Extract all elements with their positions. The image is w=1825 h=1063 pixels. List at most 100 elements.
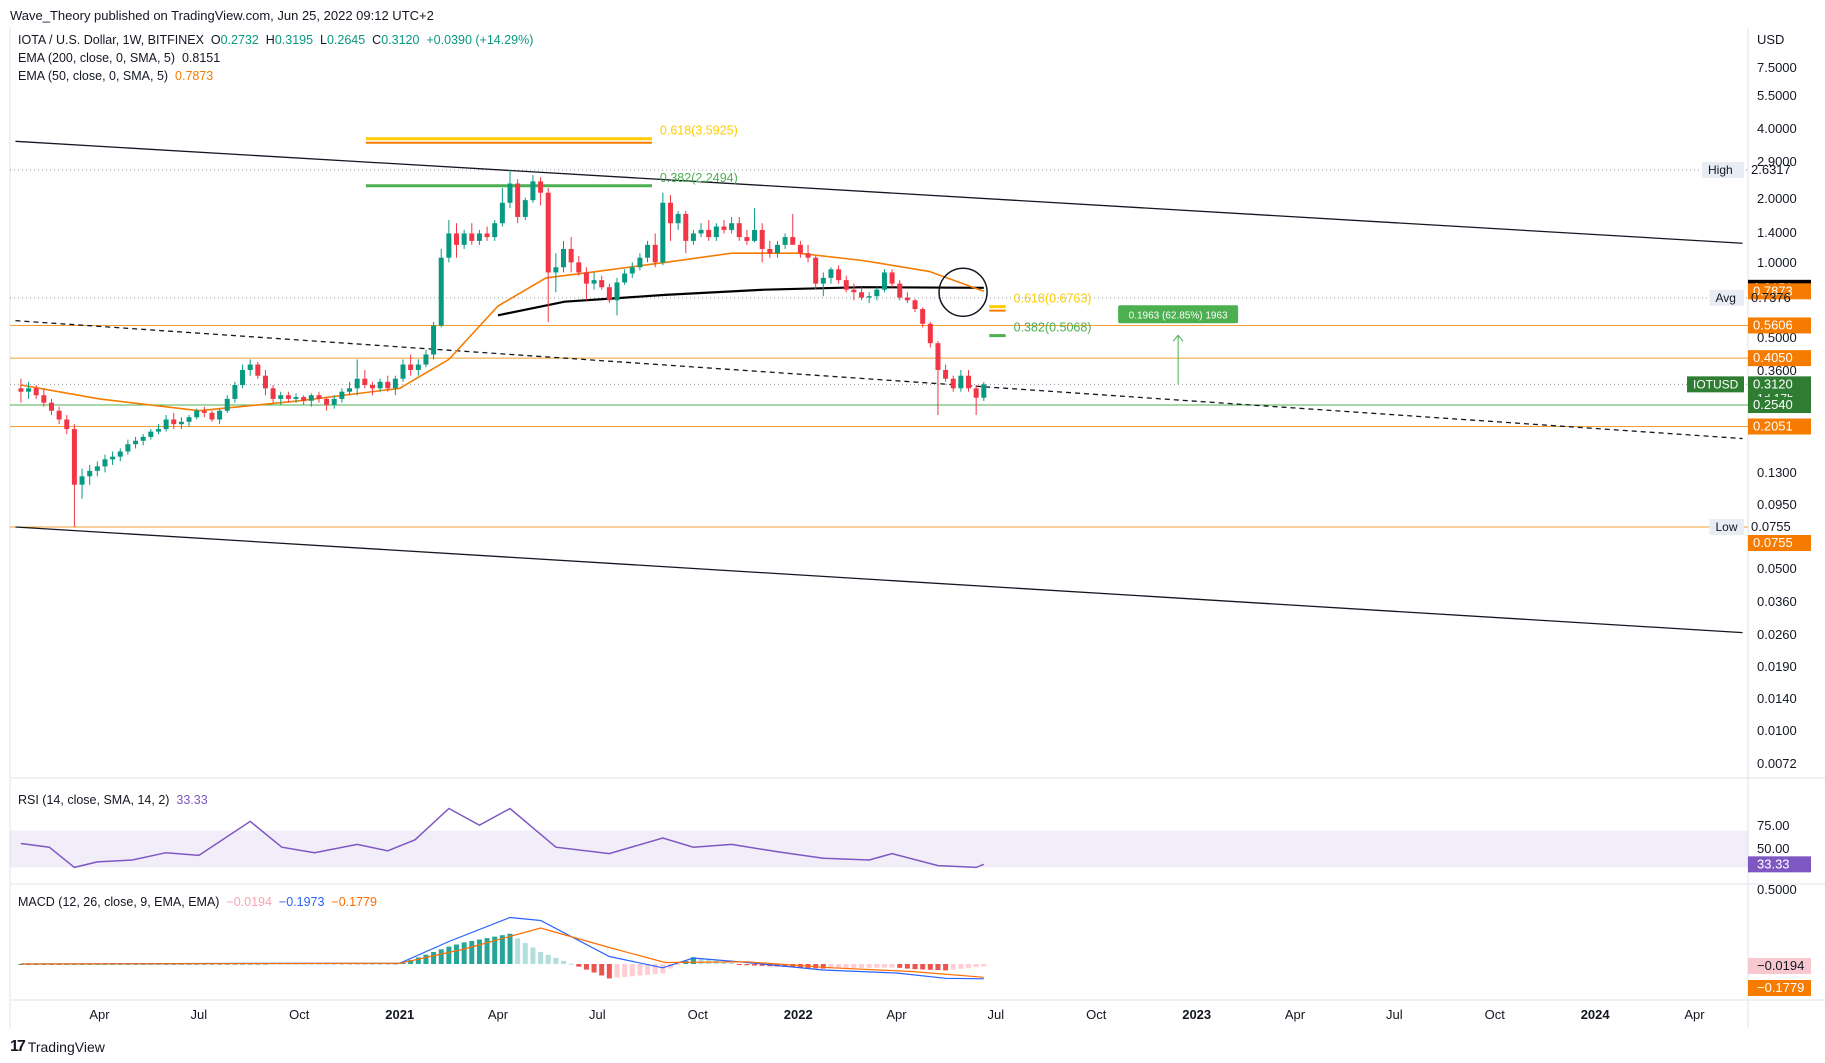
candle <box>354 359 360 396</box>
rsi-legend[interactable]: RSI (14, close, SMA, 14, 2) 33.33 <box>18 793 208 807</box>
candle <box>538 177 544 206</box>
price-axis-label-box <box>1748 397 1811 414</box>
candle-body <box>308 395 314 401</box>
candle-body <box>26 388 32 392</box>
candle <box>660 192 666 266</box>
macd-histogram-bar <box>614 964 620 978</box>
candle-body <box>507 183 513 203</box>
candle-body <box>560 248 566 268</box>
price-axis-label: 0.4050 <box>1748 350 1811 367</box>
x-tick-label: Oct <box>289 1007 310 1022</box>
candle <box>461 229 467 249</box>
candle-body <box>209 412 215 420</box>
candle-body <box>476 233 482 241</box>
candle-body <box>859 292 865 298</box>
macd-line-value: −0.1973 <box>278 895 325 909</box>
macd-tick-label: 0.5000 <box>1757 882 1797 897</box>
candle-body <box>522 200 528 217</box>
x-tick-label: Jul <box>589 1007 606 1022</box>
rsi-value-label: 33.33 <box>1757 856 1790 871</box>
x-tick-label: Apr <box>1684 1007 1705 1022</box>
measure-label-box <box>1118 305 1239 324</box>
candle-body <box>645 244 651 258</box>
candle-body <box>232 385 238 399</box>
candle-body <box>637 257 643 268</box>
macd-hist-axis-label: −0.0194 <box>1757 958 1804 973</box>
candle <box>178 417 184 430</box>
candle-body <box>339 391 345 399</box>
price-axis-label-text: 0.7376 <box>1751 290 1791 305</box>
macd-histogram-bar <box>285 963 291 965</box>
macd-histogram-bar <box>492 936 498 964</box>
macd-histogram-bar <box>576 964 582 967</box>
candle <box>255 361 261 379</box>
y-tick-label: 0.0260 <box>1757 627 1797 642</box>
candle-body <box>927 323 933 344</box>
candle <box>843 275 849 293</box>
candle-body <box>324 398 330 405</box>
candle-body <box>622 273 628 283</box>
candle-body <box>415 364 421 370</box>
x-tick-label: Apr <box>1285 1007 1306 1022</box>
candle <box>308 393 314 407</box>
candle <box>140 434 146 446</box>
macd-legend[interactable]: MACD (12, 26, close, 9, EMA, EMA) −0.019… <box>18 895 377 909</box>
candle-body <box>354 378 360 389</box>
candle <box>117 448 123 462</box>
candle-body <box>790 237 796 245</box>
candle-body <box>736 223 742 238</box>
fib-level-label: 0.382(2.2494) <box>660 171 738 185</box>
candle-body <box>377 381 383 389</box>
candle <box>324 397 330 411</box>
candle <box>201 406 207 418</box>
price-axis-label: 0.0755 <box>1748 535 1811 551</box>
y-tick-label: USD <box>1757 32 1784 47</box>
price-axis-label-box <box>1748 535 1811 551</box>
candle <box>736 216 742 241</box>
symbol-name[interactable]: IOTA / U.S. Dollar, 1W, BITFINEX <box>18 33 204 47</box>
candle-body <box>675 213 681 224</box>
macd-signal-value: −0.1779 <box>331 895 377 909</box>
macd-histogram-bar <box>904 964 910 969</box>
tradingview-footer[interactable]: 17 TradingView <box>10 1038 105 1056</box>
candle <box>431 322 437 360</box>
macd-histogram-bar <box>431 952 437 964</box>
candle-body <box>660 202 666 263</box>
macd-histogram-bar <box>423 954 429 964</box>
y-tick-label: 1.0000 <box>1757 255 1797 270</box>
y-tick-label: 1.4000 <box>1757 225 1797 240</box>
macd-histogram-bar <box>897 964 903 968</box>
candle-body <box>79 476 85 485</box>
ema200-line <box>497 286 984 317</box>
candle <box>408 354 414 376</box>
macd-histogram-bar <box>476 939 482 964</box>
macd-histogram-bar <box>782 964 788 967</box>
ema50-legend[interactable]: EMA (50, close, 0, SMA, 5) 0.7873 <box>18 69 213 83</box>
price-axis-label: 0.7376 Avg <box>1709 289 1791 306</box>
ema200-legend[interactable]: EMA (200, close, 0, SMA, 5) 0.8151 <box>18 51 220 65</box>
candle-body <box>721 226 727 230</box>
candle-body <box>201 410 207 413</box>
candle <box>415 359 421 376</box>
macd-histogram-bar <box>515 938 521 964</box>
candle <box>18 378 24 403</box>
y-tick-label: 0.0950 <box>1757 497 1797 512</box>
macd-histogram-bar <box>301 963 307 965</box>
candle <box>958 369 964 392</box>
candle <box>935 341 941 416</box>
macd-histogram-bar <box>744 964 750 966</box>
macd-histogram-bar <box>629 964 635 977</box>
candle <box>805 244 811 263</box>
candle <box>26 381 32 399</box>
high-value: 0.3195 <box>274 33 314 47</box>
macd-histogram-bar <box>752 964 758 966</box>
y-tick-label: 2.9000 <box>1757 154 1797 169</box>
candle <box>285 391 291 403</box>
candle <box>347 381 353 396</box>
candle-body <box>385 381 391 389</box>
candle-body <box>920 309 926 324</box>
macd-histogram-bar <box>278 963 284 965</box>
candle <box>553 253 559 293</box>
candle <box>744 229 750 245</box>
